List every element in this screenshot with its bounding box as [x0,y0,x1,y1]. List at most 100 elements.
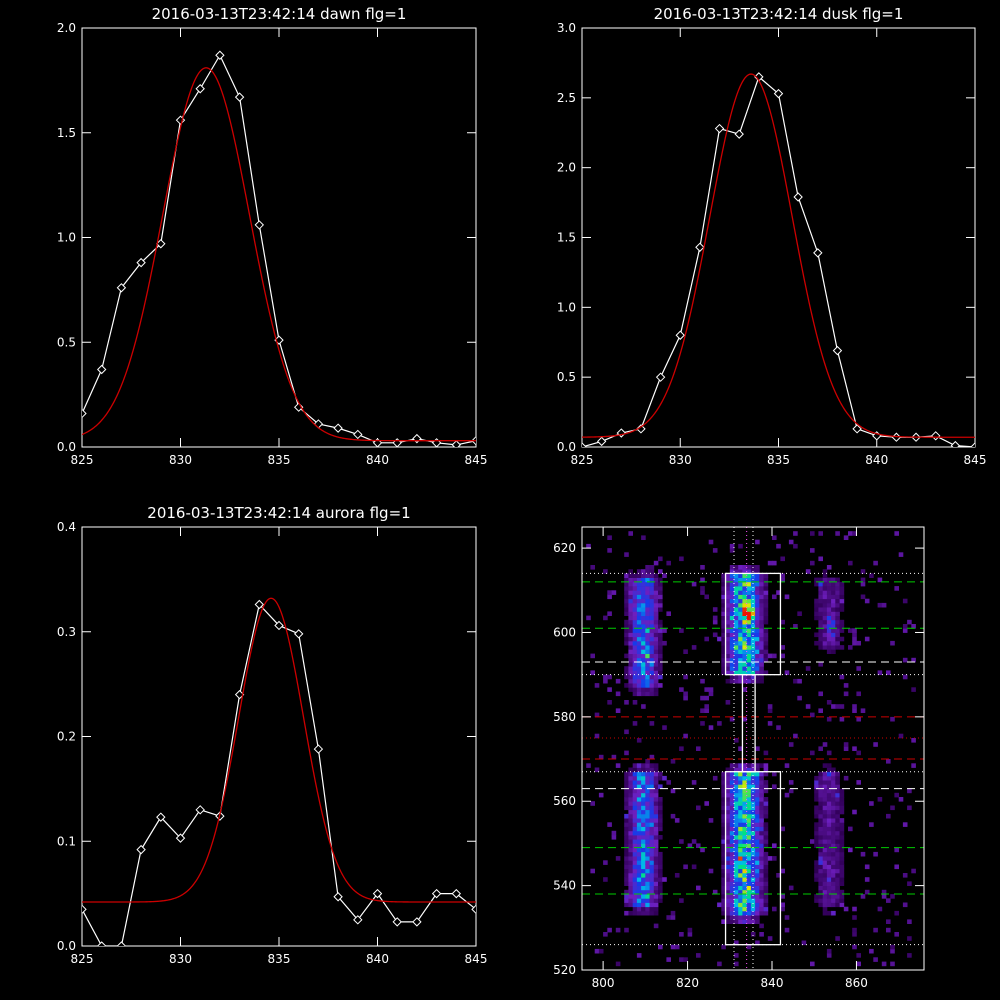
heatmap-pixel [628,826,633,832]
data-point [156,812,166,822]
heatmap-pixel [636,607,642,612]
heatmap-pixel [755,868,760,874]
heatmap-pixel [691,645,697,650]
heatmap-pixel [679,556,684,562]
heatmap-pixel [704,704,709,709]
data-point [392,917,402,927]
heatmap-pixel [742,919,747,924]
heatmap-pixel [649,653,655,659]
heatmap-pixel [746,577,752,583]
data-point [675,330,685,340]
heatmap-pixel [738,801,743,806]
heatmap-pixel [831,826,836,832]
heatmap-pixel [734,792,739,798]
heatmap-pixel [750,906,756,912]
x-tick-label: 840 [366,952,389,966]
heatmap-pixel [755,619,760,625]
heatmap-pixel [632,809,638,815]
x-tick-label: 835 [268,952,291,966]
heatmap-pixel [755,898,760,903]
heatmap-pixel [738,877,743,882]
heatmap-pixel [742,864,747,870]
heatmap-pixel [632,801,638,806]
heatmap-pixel [835,628,840,633]
heatmap-pixel [750,902,756,908]
heatmap-pixel [742,645,747,650]
heatmap-pixel [641,771,646,777]
heatmap-pixel [641,607,646,612]
heatmap-pixel [734,577,739,583]
heatmap-pixel [818,586,823,591]
heatmap-pixel [822,645,828,650]
heatmap-pixel [835,598,840,604]
heatmap-pixel [831,611,836,616]
heatmap-pixel [742,805,747,811]
heatmap-pixel [839,788,845,794]
heatmap-pixel [822,598,828,604]
heatmap-pixel [738,746,743,751]
heatmap-pixel [645,602,650,608]
data-point [852,424,862,434]
heatmap-pixel [750,581,756,587]
heatmap-pixel [649,721,655,726]
heatmap-pixel [645,910,650,916]
heatmap-pixel [755,835,760,840]
heatmap-pixel [818,624,823,629]
heatmap-pixel [902,674,908,680]
heatmap-pixel [653,653,659,659]
heatmap-pixel [636,577,642,583]
heatmap-pixel [860,851,866,857]
heatmap-pixel [632,902,638,908]
heatmap-pixel [632,653,638,659]
heatmap-pixel [911,657,916,663]
heatmap-pixel [649,788,655,794]
heatmap-pixel [818,531,823,536]
heatmap-pixel [822,864,828,870]
heatmap-pixel [729,716,735,722]
heatmap-pixel [822,873,828,878]
heatmap-pixel [649,868,655,874]
heatmap-pixel [831,640,836,646]
heatmap-pixel [734,615,739,621]
heatmap-pixel [645,683,650,688]
heatmap-pixel [822,818,828,823]
heatmap-pixel [763,877,769,882]
heatmap-pixel [750,919,756,924]
heatmap-pixel [653,662,659,667]
heatmap-pixel [628,885,633,891]
heatmap-pixel [721,624,726,629]
heatmap-pixel [641,902,646,908]
heatmap-pixel [632,839,638,844]
heatmap-pixel [742,856,747,861]
heatmap-pixel [759,910,764,916]
heatmap-pixel [877,602,883,608]
heatmap-pixel [818,780,823,785]
heatmap-pixel [746,678,752,684]
heatmap-pixel [750,851,756,857]
heatmap-pixel [729,851,735,857]
heatmap-pixel [831,594,836,600]
heatmap-pixel [835,788,840,794]
heatmap-pixel [835,775,840,781]
heatmap-pixel [898,797,904,802]
heatmap-pixel [725,586,731,591]
heatmap-pixel [750,590,756,595]
heatmap-pixel [759,640,764,646]
heatmap-pixel [738,590,743,595]
heatmap-pixel [729,636,735,642]
heatmap-pixel [759,628,764,633]
heatmap-pixel [628,687,633,692]
heatmap-pixel [826,607,832,612]
heatmap-pixel [822,860,828,865]
data-point [234,689,245,700]
heatmap-pixel [734,788,739,794]
heatmap-pixel [649,763,655,768]
heatmap-pixel [641,615,646,621]
heatmap-pixel [734,569,739,574]
heatmap-pixel [653,771,659,777]
heatmap-pixel [624,868,629,874]
heatmap-pixel [658,628,663,633]
heatmap-pixel [594,948,600,954]
heatmap-pixel [818,809,823,815]
heatmap-pixel [700,678,705,684]
